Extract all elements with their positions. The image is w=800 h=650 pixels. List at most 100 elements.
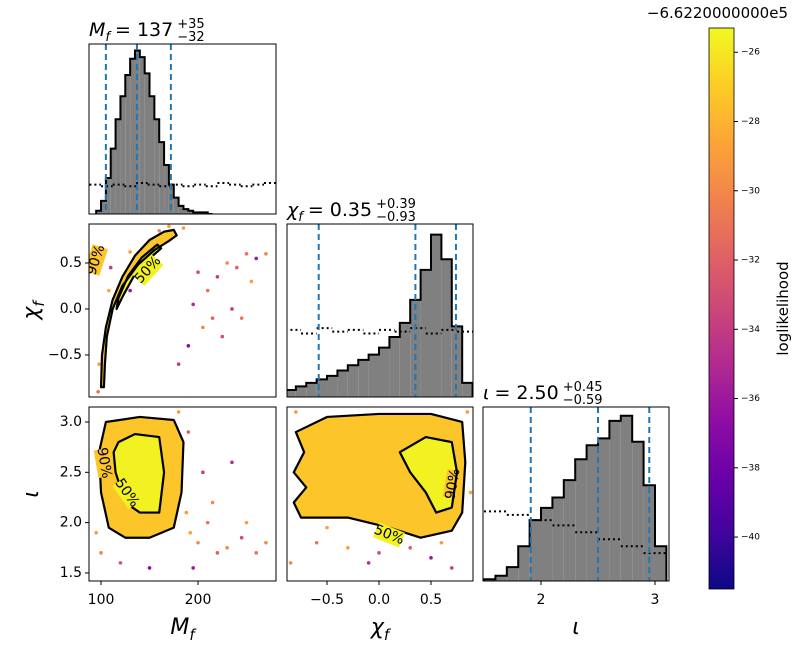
sample-point <box>96 389 100 394</box>
sample-point <box>210 316 215 320</box>
histogram-bar <box>110 148 116 214</box>
sample-point <box>181 226 186 230</box>
colorbar <box>708 27 735 590</box>
histogram-bar <box>183 209 189 214</box>
histogram-bar <box>462 382 473 397</box>
sample-point <box>449 566 454 570</box>
sample-point <box>325 525 329 530</box>
histogram-bar <box>105 178 111 214</box>
histogram-bar <box>101 200 106 214</box>
histogram-bar <box>130 58 135 214</box>
contour-label-bg <box>373 522 405 548</box>
title-symbol: ι <box>483 382 489 404</box>
sample-point <box>230 307 234 311</box>
histogram-bar <box>188 210 194 214</box>
sample-point <box>254 256 259 261</box>
histogram-bar <box>529 520 542 581</box>
sample-point <box>465 410 470 414</box>
sample-point <box>176 410 181 414</box>
sample-point <box>225 545 229 550</box>
panel <box>483 407 668 581</box>
sample-point <box>215 551 220 555</box>
sample-point <box>186 343 191 348</box>
panel <box>89 44 276 214</box>
histogram-bar <box>552 497 564 581</box>
sample-point <box>314 540 319 545</box>
sample-point <box>188 530 193 535</box>
contour-line <box>99 228 178 389</box>
contour-label-bg <box>132 254 164 286</box>
histogram-bar <box>575 459 587 581</box>
title-value: = 137 <box>115 19 173 41</box>
colorbar-tick-label: −34 <box>741 325 760 335</box>
histogram-bar <box>149 96 155 214</box>
sample-point <box>254 551 259 555</box>
histogram-bar <box>115 119 121 214</box>
histogram-bar <box>358 359 369 397</box>
sample-point <box>429 556 433 560</box>
sample-point <box>205 288 210 293</box>
histogram-bar <box>609 420 621 581</box>
sample-point <box>184 510 189 515</box>
histogram-bar <box>389 336 400 397</box>
histogram-bar <box>563 480 576 581</box>
contour-fill <box>399 437 457 513</box>
histogram-bar <box>518 546 530 581</box>
sample-point <box>230 460 234 465</box>
histogram-bar <box>327 375 338 397</box>
sample-point <box>346 545 350 550</box>
axis-label: χf <box>370 615 392 644</box>
axis-subscript: f <box>384 626 392 644</box>
colorbar-tick-label: −36 <box>741 394 760 404</box>
sample-point <box>201 325 205 330</box>
colorbar-tick-label: −30 <box>741 186 760 196</box>
histogram-bar <box>178 205 184 214</box>
contour-line <box>292 412 467 539</box>
sample-point <box>191 302 195 307</box>
axis-symbol: ι <box>572 615 579 640</box>
sample-point <box>220 334 225 339</box>
histogram-bar <box>295 386 307 397</box>
colorbar-label: loglikelihood <box>774 261 792 355</box>
histogram-bar <box>620 415 633 581</box>
sample-point <box>294 410 298 414</box>
contour-line <box>115 243 163 311</box>
panel-title: ι = 2.50 <box>483 382 559 404</box>
sample-point <box>244 520 249 525</box>
y-tick-label: −0.5 <box>48 347 82 363</box>
contour-line <box>398 435 459 514</box>
histogram-bar <box>368 354 380 397</box>
axis-symbol: M <box>170 615 189 640</box>
x-tick-label: 3 <box>651 592 660 608</box>
sample-point <box>210 500 215 505</box>
panel <box>287 224 473 397</box>
sample-point <box>366 561 371 565</box>
histogram-bar <box>347 365 359 397</box>
sample-point <box>244 251 249 256</box>
histogram-bar <box>441 259 452 397</box>
colorbar-tick-label: −40 <box>741 533 760 543</box>
histogram-bar <box>506 567 519 581</box>
histogram-bar <box>632 441 644 581</box>
title-upper: +35 <box>177 17 204 32</box>
sample-point <box>167 224 171 229</box>
contour-label-bg <box>89 244 108 276</box>
axis-subscript: f <box>30 299 48 307</box>
sample-point <box>191 566 195 570</box>
sample-point <box>106 288 111 293</box>
panel-frame <box>88 223 277 398</box>
contour-label-bg <box>442 468 464 500</box>
sample-point <box>239 316 244 320</box>
histogram-bar <box>125 75 131 214</box>
axis-label: Mf <box>170 615 197 644</box>
histogram-bar <box>495 575 507 581</box>
colorbar-offset: −6.6220000000e5 <box>647 4 788 22</box>
histogram-bar <box>139 57 145 214</box>
x-tick-label: −0.5 <box>310 592 344 608</box>
axis-label: ι <box>19 490 44 497</box>
sample-point <box>186 430 191 434</box>
histogram-bar <box>586 445 598 581</box>
title-symbol: χ <box>286 199 299 221</box>
panel: 90%50% <box>93 410 268 570</box>
